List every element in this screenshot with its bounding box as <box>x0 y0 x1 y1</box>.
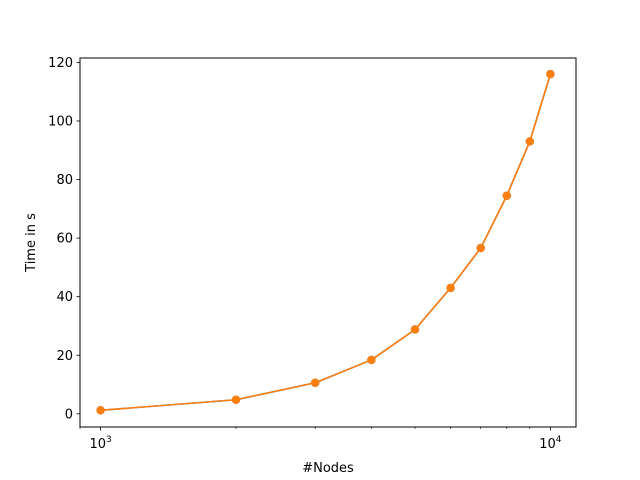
x-tick-label: 104 <box>539 435 562 452</box>
y-axis-label: Time in s <box>24 213 39 273</box>
y-tick-label: 100 <box>48 114 73 129</box>
data-point <box>525 137 535 146</box>
data-point <box>311 378 320 387</box>
data-point <box>476 243 485 253</box>
series-line-2 <box>100 73 552 412</box>
x-axis-label: #Nodes <box>302 461 354 476</box>
data-point <box>410 325 420 334</box>
data-point <box>96 406 105 415</box>
y-tick-label: 40 <box>56 290 73 305</box>
y-tick-label: 80 <box>56 173 73 188</box>
y-tick-label: 0 <box>65 407 73 422</box>
axis-ticks: 0 20 40 60 80 100 120 103 104 <box>48 56 562 452</box>
data-point <box>231 395 241 404</box>
series-group <box>96 69 555 415</box>
y-tick-label: 20 <box>56 349 73 364</box>
plot-frame <box>79 57 577 428</box>
y-tick-label: 120 <box>48 56 73 71</box>
data-point <box>502 191 512 200</box>
data-point <box>446 283 455 293</box>
plot-area <box>80 58 576 427</box>
data-point <box>367 355 376 365</box>
data-point <box>546 69 555 79</box>
x-tick-label: 103 <box>89 435 111 452</box>
y-tick-label: 60 <box>56 232 73 247</box>
